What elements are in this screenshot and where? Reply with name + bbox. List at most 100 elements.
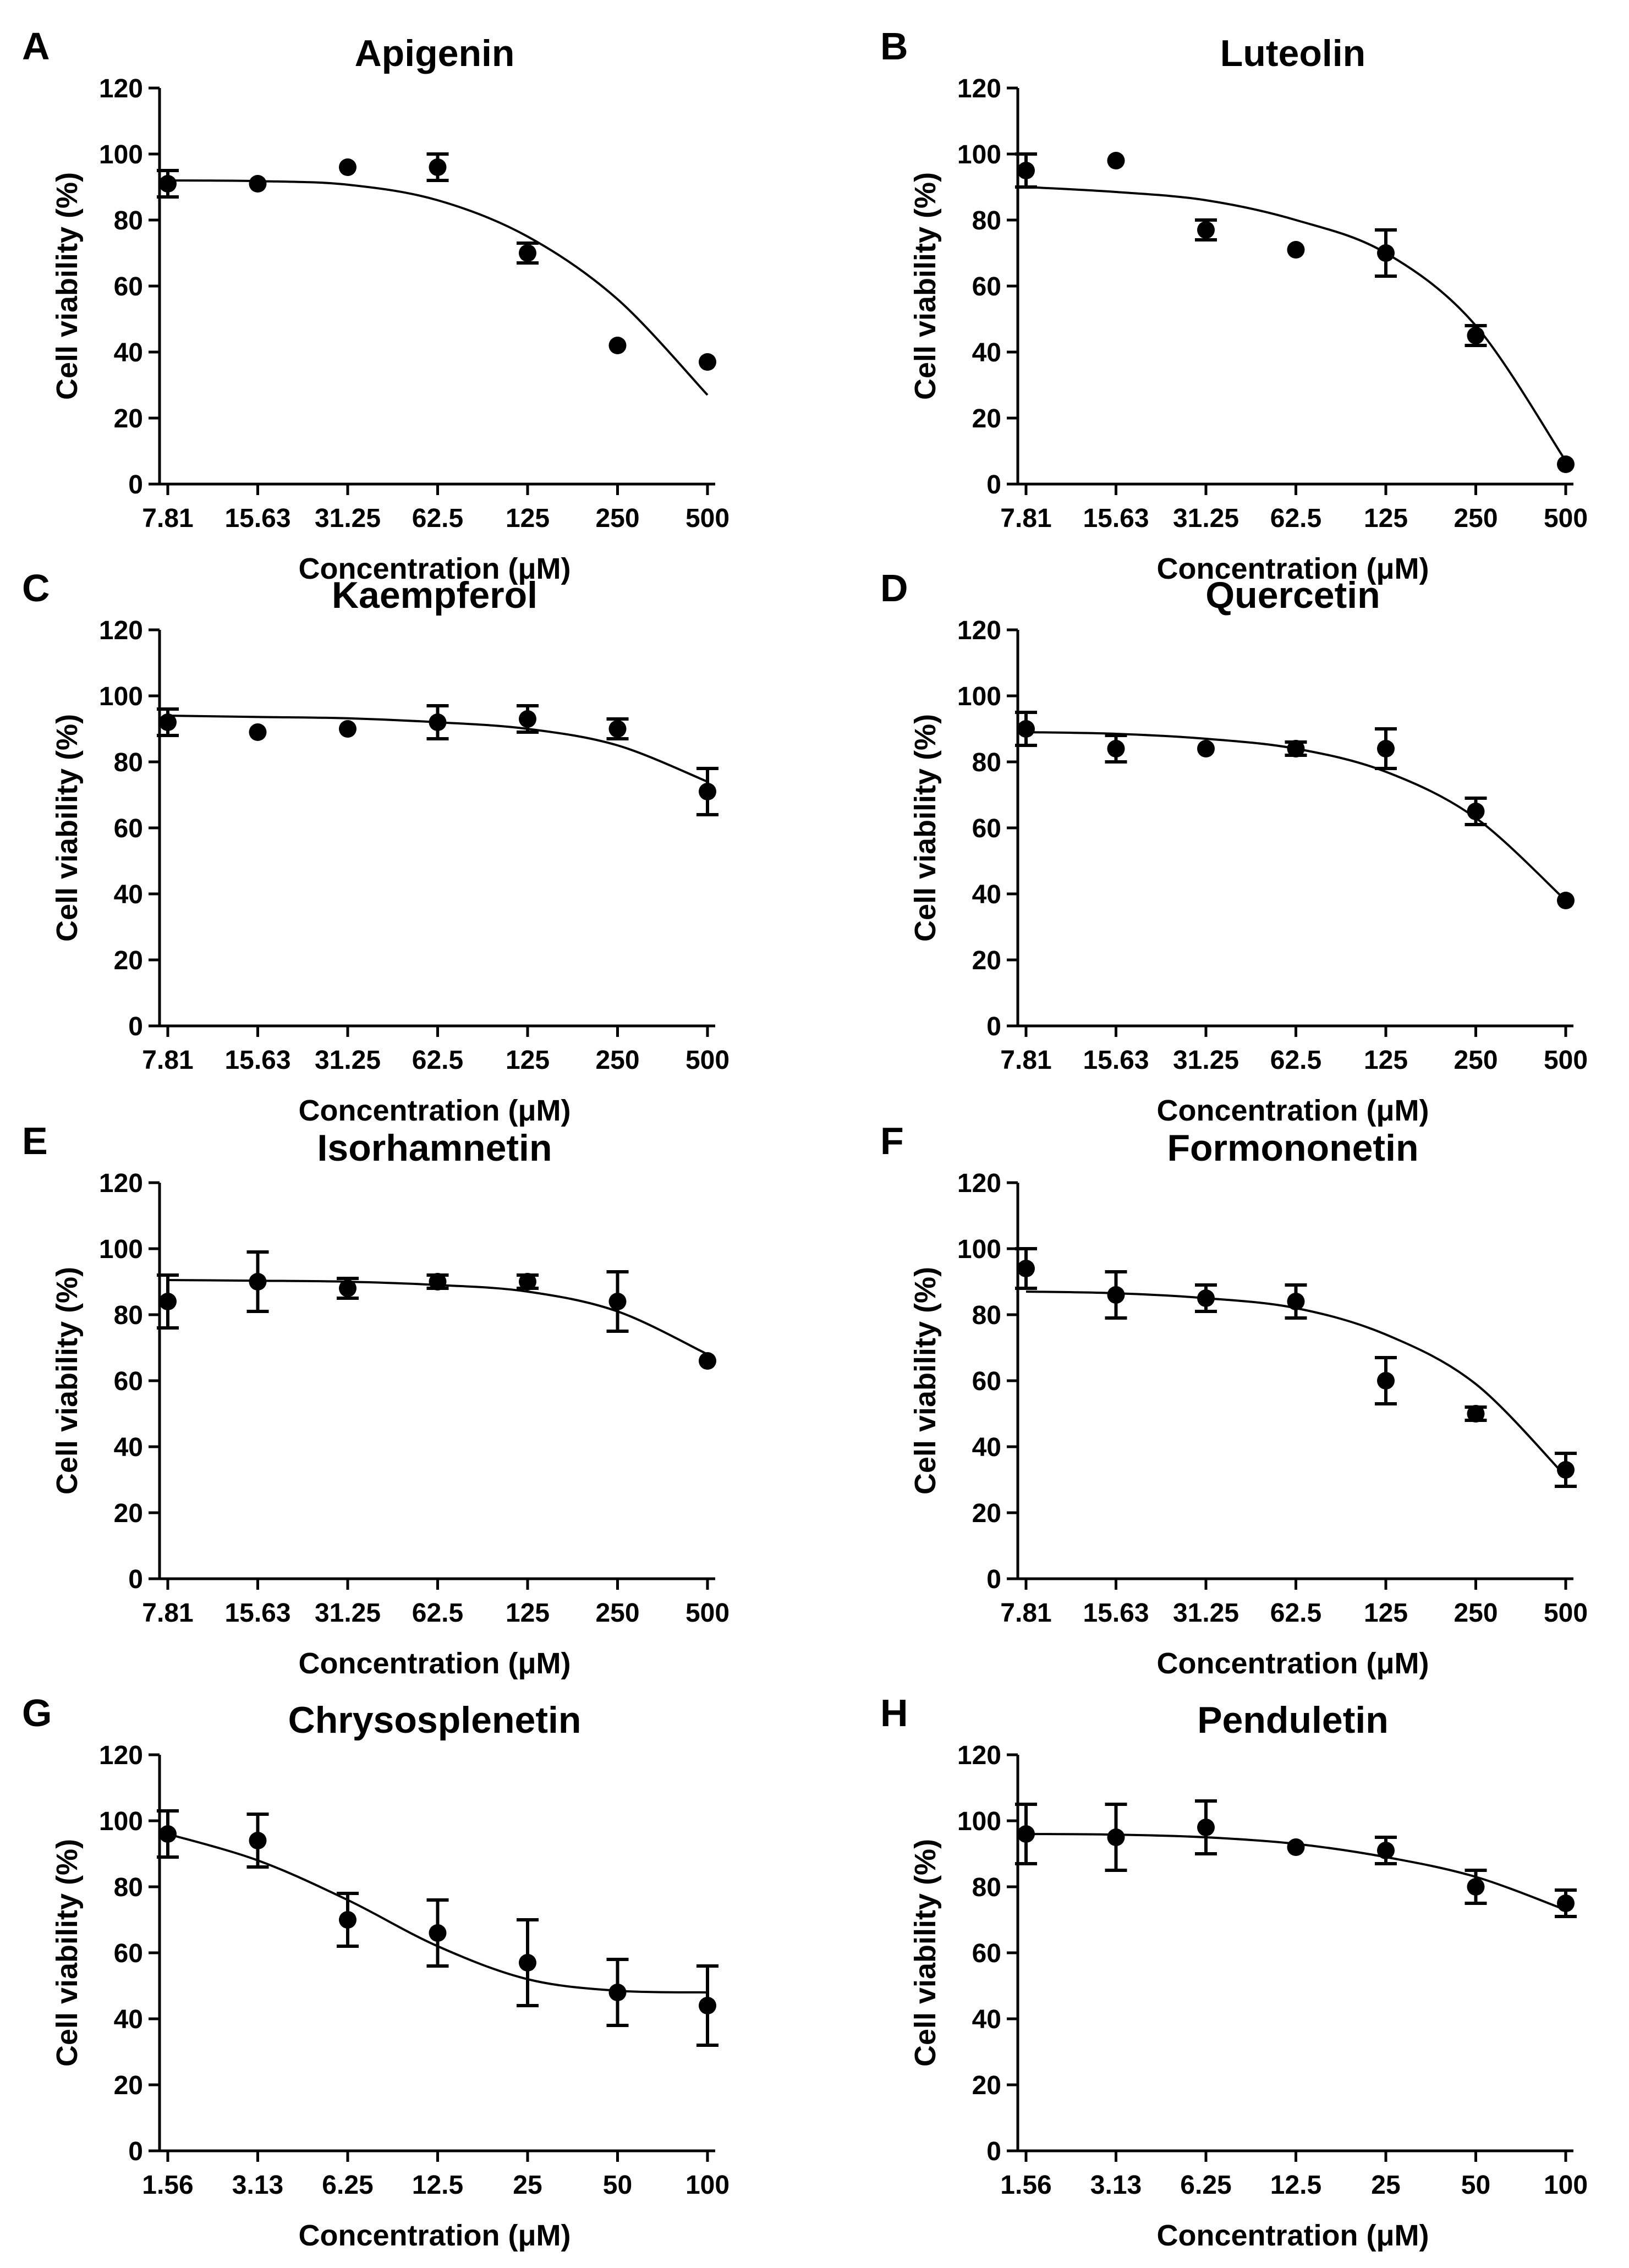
x-tick-label: 250 (1454, 1599, 1498, 1628)
x-tick-label: 100 (1544, 2171, 1588, 2200)
panel-b: B Luteolin 0 20 40 60 80 100 120 7.81 15.63 31.25 62… (880, 25, 1588, 585)
y-tick-label: 60 (114, 272, 143, 301)
x-tick-label: 125 (1364, 1599, 1408, 1628)
panel-letter: F (880, 1119, 904, 1162)
data-point (1107, 1828, 1125, 1846)
data-point (1557, 1894, 1575, 1912)
panel-letter: G (22, 1692, 52, 1734)
y-tick-label: 20 (114, 946, 143, 975)
y-tick-label: 120 (99, 74, 143, 103)
data-point (1287, 1293, 1305, 1310)
data-point (249, 175, 267, 193)
x-tick-label: 12.5 (412, 2171, 463, 2200)
y-tick-label: 40 (972, 2005, 1001, 2034)
y-tick-label: 100 (957, 140, 1001, 169)
data-point (429, 1273, 447, 1290)
y-tick-label: 0 (986, 1565, 1001, 1594)
x-tick-label: 31.25 (1173, 504, 1239, 533)
x-tick-label: 25 (1371, 2171, 1400, 2200)
x-tick-label: 100 (685, 2171, 730, 2200)
y-tick-label: 20 (972, 1499, 1001, 1528)
y-tick-label: 60 (972, 272, 1001, 301)
x-tick-label: 25 (513, 2171, 542, 2200)
chart-title: Apigenin (355, 32, 515, 74)
data-point (1107, 740, 1125, 757)
panel-c: C Kaempferol 0 20 40 60 80 100 120 7.81 15.63 31.25… (22, 567, 730, 1127)
x-tick-label: 500 (1544, 504, 1588, 533)
x-tick-label: 15.63 (224, 1599, 290, 1628)
x-tick-label: 1.56 (142, 2171, 193, 2200)
panel-letter: A (22, 25, 50, 68)
x-tick-label: 15.63 (224, 504, 290, 533)
y-tick-label: 80 (972, 1873, 1001, 1902)
data-point (1377, 1372, 1395, 1390)
y-axis-label: Cell viability (%) (909, 172, 942, 400)
x-tick-label: 15.63 (224, 1046, 290, 1075)
data-point (1017, 162, 1035, 179)
y-tick-label: 60 (972, 814, 1001, 843)
x-tick-label: 125 (1364, 1046, 1408, 1075)
x-tick-label: 31.25 (1173, 1046, 1239, 1075)
y-tick-label: 60 (972, 1939, 1001, 1968)
x-tick-label: 500 (685, 1599, 730, 1628)
x-tick-label: 500 (685, 504, 730, 533)
chart-title: Formononetin (1167, 1127, 1418, 1169)
x-tick-label: 250 (595, 504, 639, 533)
panel-letter: H (880, 1692, 908, 1734)
x-tick-label: 31.25 (1173, 1599, 1239, 1628)
y-tick-label: 0 (128, 470, 143, 499)
data-point (1287, 241, 1305, 259)
data-point (1197, 1819, 1215, 1836)
y-tick-label: 0 (986, 2137, 1001, 2166)
y-axis-label: Cell viability (%) (909, 1839, 942, 2067)
y-tick-label: 20 (114, 2071, 143, 2100)
chart-title: Chrysosplenetin (288, 1699, 582, 1741)
x-tick-label: 7.81 (142, 1046, 193, 1075)
y-tick-label: 100 (99, 1807, 143, 1836)
data-point (1467, 1405, 1485, 1423)
x-tick-label: 50 (1461, 2171, 1490, 2200)
data-point (608, 1293, 627, 1310)
data-point (1017, 1260, 1035, 1277)
data-point (519, 244, 536, 262)
x-tick-label: 3.13 (1090, 2171, 1142, 2200)
x-tick-label: 31.25 (315, 1599, 381, 1628)
x-tick-label: 15.63 (1083, 1599, 1149, 1628)
data-point (1467, 1878, 1485, 1896)
data-point (1467, 327, 1485, 344)
y-tick-label: 80 (114, 748, 143, 777)
data-point (1377, 740, 1395, 757)
panel-letter: C (22, 567, 50, 609)
data-point (1017, 1825, 1035, 1843)
x-tick-label: 250 (1454, 504, 1498, 533)
x-tick-label: 62.5 (1270, 1599, 1321, 1628)
panel-a: A Apigenin 0 20 40 60 80 100 120 7.81 15.63 31.25 62… (22, 25, 730, 585)
y-tick-label: 100 (99, 682, 143, 711)
y-tick-label: 40 (114, 2005, 143, 2034)
x-axis-label: Concentration (μM) (299, 1647, 571, 1680)
chart-title: Kaempferol (332, 574, 537, 616)
x-tick-label: 7.81 (1000, 1046, 1051, 1075)
y-tick-label: 0 (128, 1565, 143, 1594)
data-point (1197, 740, 1215, 757)
x-axis-label: Concentration (μM) (1157, 552, 1429, 585)
data-point (159, 175, 177, 193)
y-axis-label: Cell viability (%) (51, 714, 84, 942)
y-tick-label: 60 (114, 1367, 143, 1396)
y-tick-label: 100 (957, 682, 1001, 711)
data-point (699, 1997, 716, 2014)
x-tick-label: 7.81 (142, 1599, 193, 1628)
x-axis-label: Concentration (μM) (299, 2219, 571, 2252)
x-axis-label: Concentration (μM) (299, 552, 571, 585)
y-tick-label: 80 (972, 1301, 1001, 1330)
y-tick-label: 120 (99, 1169, 143, 1198)
data-point (159, 1825, 177, 1843)
x-tick-label: 15.63 (1083, 1046, 1149, 1075)
fit-curve (167, 1279, 708, 1355)
data-point (608, 1984, 627, 2001)
y-tick-label: 100 (957, 1807, 1001, 1836)
data-point (699, 353, 716, 371)
panel-g: G Chrysosplenetin 0 20 40 60 80 100 120 1.56 3.13 6… (22, 1692, 730, 2252)
x-tick-label: 7.81 (1000, 1599, 1051, 1628)
data-point (429, 713, 447, 731)
